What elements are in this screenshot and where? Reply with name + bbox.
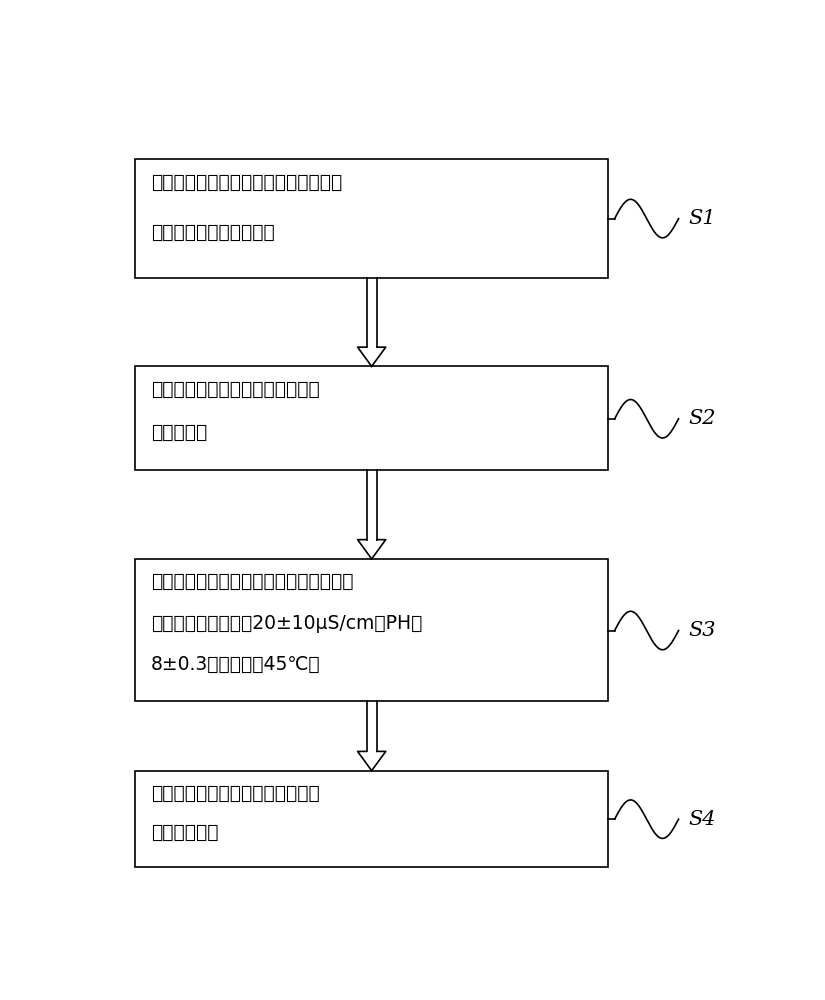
Text: 循环水的电导率小于20±10μS/cm，PH值: 循环水的电导率小于20±10μS/cm，PH值 (151, 614, 422, 633)
Text: S1: S1 (688, 209, 715, 228)
Text: S3: S3 (688, 621, 715, 640)
Text: 8±0.3，水温小于45℃；: 8±0.3，水温小于45℃； (151, 655, 321, 674)
Bar (135, 158, 608, 278)
Text: 低双相钢的入口冲套速度: 低双相钢的入口冲套速度 (151, 223, 275, 242)
Bar (135, 559, 608, 701)
Text: 双相钢的成品: 双相钢的成品 (151, 823, 219, 842)
Text: 退火处理；: 退火处理； (151, 423, 207, 442)
Bar (135, 366, 608, 470)
Text: 将水淬后的双相钢进行平整，获得: 将水淬后的双相钢进行平整，获得 (151, 784, 320, 803)
Text: 将退火后的双相钢进行水淬；水淬过程中: 将退火后的双相钢进行水淬；水淬过程中 (151, 572, 354, 591)
Bar (135, 771, 608, 867)
Text: 将清洗后的双相钢送入退火炉进行: 将清洗后的双相钢送入退火炉进行 (151, 380, 320, 399)
Text: S4: S4 (688, 810, 715, 829)
Text: S2: S2 (688, 409, 715, 428)
Text: 对双相钢进行清洗；在清洗过程中，降: 对双相钢进行清洗；在清洗过程中，降 (151, 173, 342, 192)
